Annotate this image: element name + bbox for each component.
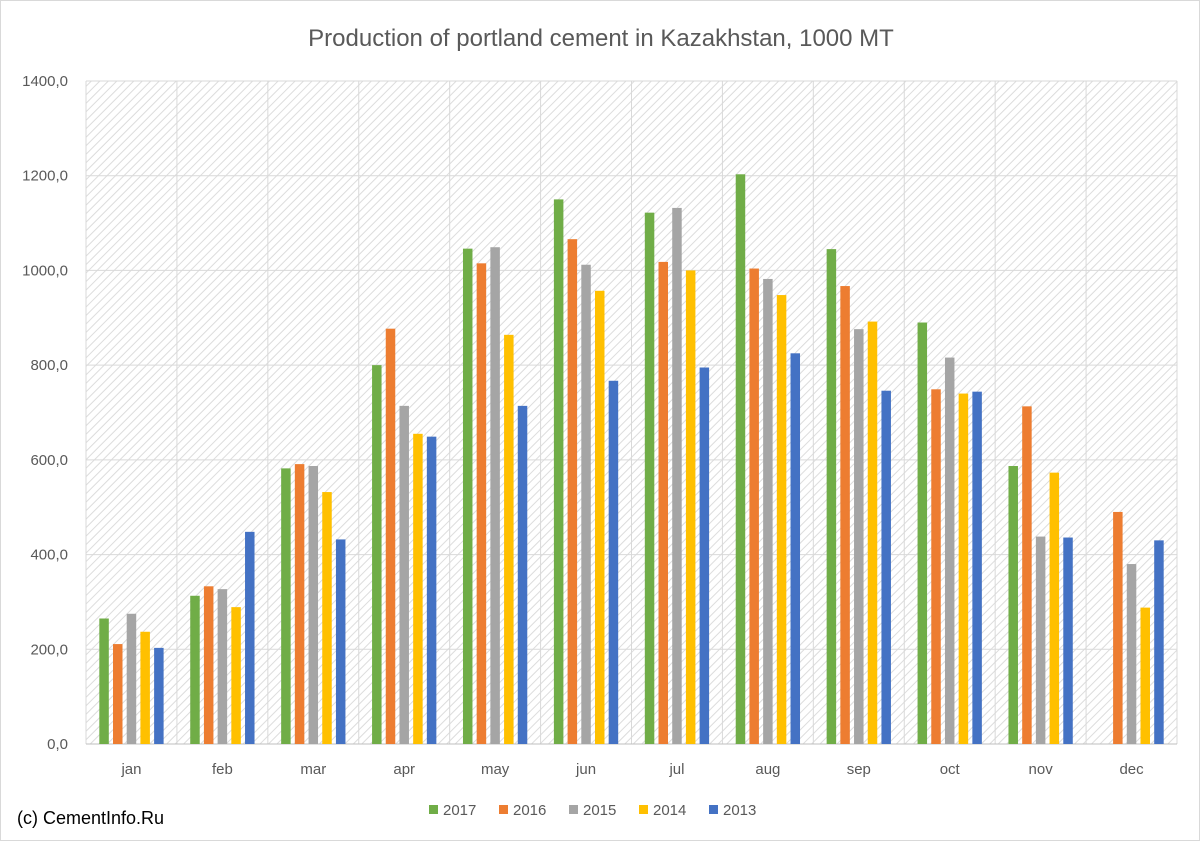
bar-2016-nov xyxy=(1022,406,1032,744)
bar-2014-jun xyxy=(594,290,605,744)
x-tick-label-sep: sep xyxy=(847,761,871,778)
bar-2015-mar xyxy=(308,466,319,744)
legend-swatch-2016 xyxy=(499,805,508,814)
bar-2017-feb xyxy=(190,595,200,744)
bar-2016-aug xyxy=(749,268,759,744)
legend-label-2014: 2014 xyxy=(653,802,686,819)
bar-2016-jul xyxy=(658,261,669,744)
bar-2016-may xyxy=(476,263,487,744)
legend-swatch-2015 xyxy=(569,805,578,814)
bar-2016-sep xyxy=(840,286,850,744)
x-tick-label-jun: jun xyxy=(575,761,596,778)
bar-2017-sep xyxy=(826,249,837,744)
bar-2013-oct xyxy=(972,391,982,744)
x-tick-label-dec: dec xyxy=(1119,761,1144,778)
bar-2015-apr xyxy=(399,405,409,744)
bar-2014-sep xyxy=(867,321,878,744)
bar-2015-jan xyxy=(126,613,137,744)
legend-label-2016: 2016 xyxy=(513,802,546,819)
legend-label-2013: 2013 xyxy=(723,802,756,819)
x-tick-label-may: may xyxy=(481,761,510,778)
bar-2013-feb xyxy=(245,531,255,744)
y-tick-label: 1000,0 xyxy=(22,262,68,279)
bar-2014-may xyxy=(504,334,514,744)
bar-2014-oct xyxy=(958,393,969,744)
x-tick-label-apr: apr xyxy=(393,761,415,778)
legend: 2017 2016 2015 2014 2013 xyxy=(429,802,756,819)
bar-2015-dec xyxy=(1126,564,1137,744)
chart-title: Production of portland cement in Kazakhs… xyxy=(308,25,894,52)
bar-2016-jan xyxy=(113,644,123,744)
bar-2013-dec xyxy=(1154,540,1164,744)
x-tick-label-jan: jan xyxy=(120,761,141,778)
bar-2015-may xyxy=(490,247,500,744)
bar-2016-oct xyxy=(931,389,941,744)
y-tick-label: 800,0 xyxy=(30,357,68,374)
bar-2016-jun xyxy=(567,239,578,744)
plot-area: 0,0 200,0 400,0 600,0 800,0 1000,0 1200,0 1400,… xyxy=(22,73,1178,778)
bar-2016-feb xyxy=(203,586,214,744)
bar-2015-jun xyxy=(581,264,591,744)
bar-2014-mar xyxy=(322,492,332,744)
bar-2013-nov xyxy=(1063,537,1073,744)
bar-2017-aug xyxy=(735,174,746,744)
y-tick-label: 200,0 xyxy=(30,641,68,658)
legend-swatch-2014 xyxy=(639,805,648,814)
x-tick-label-feb: feb xyxy=(212,761,233,778)
bar-2017-jan xyxy=(99,618,109,744)
bar-2013-jun xyxy=(608,380,619,744)
x-tick-label-aug: aug xyxy=(755,761,780,778)
bar-2015-feb xyxy=(217,589,228,744)
bar-2016-dec xyxy=(1113,511,1123,744)
bar-2015-sep xyxy=(854,329,864,744)
y-tick-label: 1400,0 xyxy=(22,73,68,90)
bar-2015-oct xyxy=(944,357,955,744)
bar-2013-apr xyxy=(426,436,437,744)
credit-text: (c) CementInfo.Ru xyxy=(17,808,165,828)
bar-2013-jan xyxy=(154,647,164,744)
bar-2015-nov xyxy=(1035,536,1046,744)
bar-2017-apr xyxy=(372,365,382,744)
bar-2013-may xyxy=(517,405,528,744)
bar-2017-mar xyxy=(281,468,291,744)
x-tick-label-jul: jul xyxy=(668,761,684,778)
bar-2013-mar xyxy=(335,539,346,744)
x-tick-label-oct: oct xyxy=(940,761,961,778)
legend-swatch-2017 xyxy=(429,805,438,814)
bar-2014-dec xyxy=(1140,607,1150,744)
bar-2014-nov xyxy=(1049,472,1060,744)
bar-2014-feb xyxy=(231,607,241,744)
bar-2016-apr xyxy=(385,328,396,744)
bar-2015-jul xyxy=(672,207,682,745)
bar-2017-jun xyxy=(553,199,564,745)
y-tick-label: 400,0 xyxy=(30,547,68,564)
bar-2014-aug xyxy=(776,295,787,744)
bar-2014-jan xyxy=(140,631,150,744)
bar-2017-nov xyxy=(1008,466,1018,744)
bar-2013-jul xyxy=(699,367,710,744)
y-tick-label: 600,0 xyxy=(30,452,68,469)
legend-swatch-2013 xyxy=(709,805,718,814)
bar-2013-aug xyxy=(790,353,801,744)
y-tick-label: 1200,0 xyxy=(22,168,68,185)
y-tick-label: 0,0 xyxy=(47,736,68,753)
bar-2016-mar xyxy=(294,464,305,744)
bar-2017-jul xyxy=(644,212,655,745)
x-tick-label-nov: nov xyxy=(1029,761,1054,778)
bar-2013-sep xyxy=(881,390,891,744)
legend-label-2017: 2017 xyxy=(443,802,476,819)
bar-2014-jul xyxy=(685,270,696,744)
bar-2017-may xyxy=(462,248,473,744)
bar-2017-oct xyxy=(917,322,928,744)
bar-2014-apr xyxy=(413,433,423,744)
legend-label-2015: 2015 xyxy=(583,802,616,819)
bar-2015-aug xyxy=(763,278,773,744)
x-tick-label-mar: mar xyxy=(300,761,326,778)
